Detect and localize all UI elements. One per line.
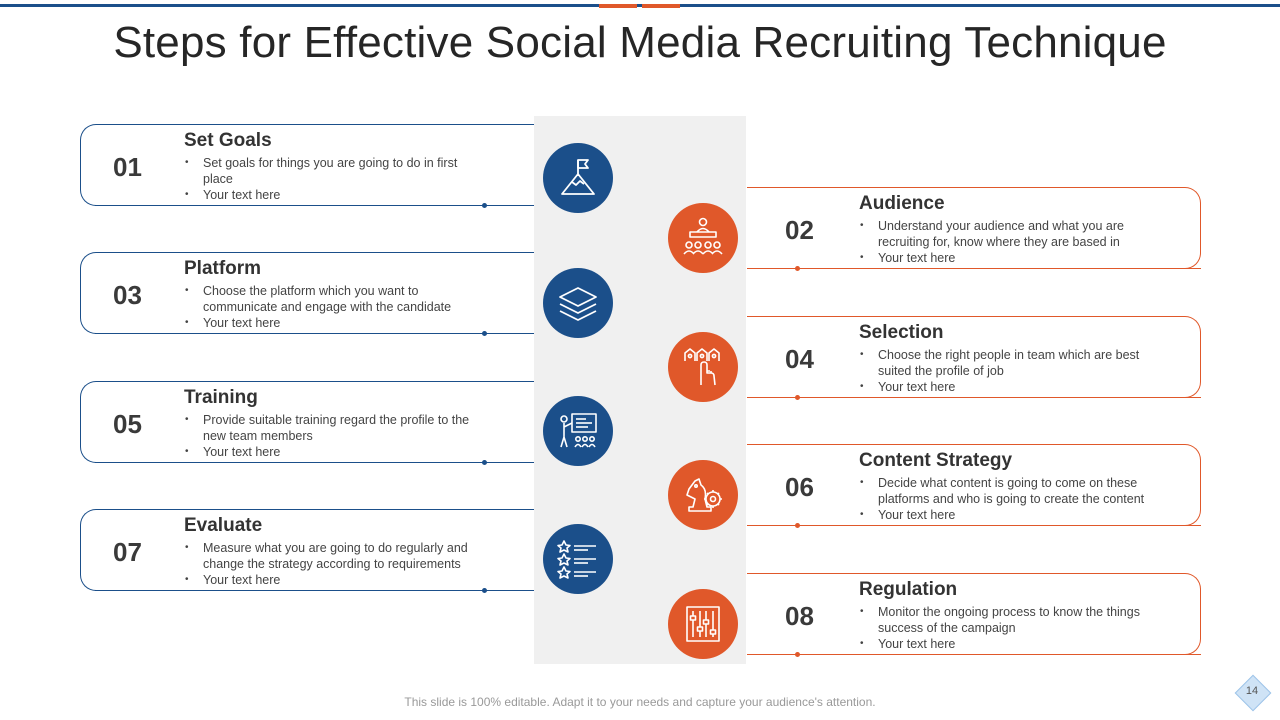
- step-bullets: Understand your audience and what you ar…: [860, 218, 1150, 266]
- step-heading: Audience: [859, 193, 945, 214]
- top-accent-left: [599, 4, 637, 8]
- step-number: 05: [113, 409, 142, 439]
- underline-dot: [795, 395, 800, 400]
- step-number: 03: [113, 280, 142, 310]
- underline: [797, 397, 1201, 398]
- step-card-08: 08 Regulation Monitor the ongoing proces…: [747, 573, 1201, 657]
- underline: [95, 590, 485, 591]
- bullet: Your text here: [860, 507, 1150, 523]
- top-rule: [0, 4, 1280, 7]
- step-card-06: 06 Content Strategy Decide what content …: [747, 444, 1201, 528]
- underline-dot: [482, 460, 487, 465]
- bullet: Your text here: [860, 636, 1150, 652]
- bullet: Your text here: [185, 444, 475, 460]
- bullet: Choose the platform which you want to co…: [185, 283, 475, 315]
- step-card-07: 07 Evaluate Measure what you are going t…: [80, 509, 534, 593]
- step-number: 07: [113, 537, 142, 567]
- page-number: 14: [1245, 685, 1259, 697]
- underline-dot: [482, 203, 487, 208]
- underline-dot: [795, 652, 800, 657]
- step-card-03: 03 Platform Choose the platform which yo…: [80, 252, 534, 336]
- star-rating-list-icon: [543, 524, 613, 594]
- bullet: Your text here: [860, 379, 1150, 395]
- bullet: Measure what you are going to do regular…: [185, 540, 475, 572]
- slide-title: Steps for Effective Social Media Recruit…: [113, 18, 1167, 67]
- bullet: Understand your audience and what you ar…: [860, 218, 1150, 250]
- page-number-badge: 14: [1234, 674, 1272, 712]
- sliders-icon: [668, 589, 738, 659]
- step-heading: Content Strategy: [859, 450, 1013, 471]
- underline-dot: [795, 523, 800, 528]
- bullet: Your text here: [185, 572, 475, 588]
- step-bullets: Monitor the ongoing process to know the …: [860, 604, 1150, 652]
- bullet: Decide what content is going to come on …: [860, 475, 1150, 507]
- bullet: Your text here: [185, 187, 475, 203]
- step-number: 01: [113, 152, 142, 182]
- presenter-audience-icon: [668, 203, 738, 273]
- step-heading: Regulation: [859, 579, 958, 600]
- layers-icon: [543, 268, 613, 338]
- step-bullets: Choose the right people in team which ar…: [860, 347, 1150, 395]
- step-bullets: Choose the platform which you want to co…: [185, 283, 475, 331]
- step-heading: Set Goals: [184, 130, 272, 151]
- step-card-04: 04 Selection Choose the right people in …: [747, 316, 1201, 400]
- underline-dot: [795, 266, 800, 271]
- bullet: Monitor the ongoing process to know the …: [860, 604, 1150, 636]
- underline: [95, 205, 485, 206]
- underline: [797, 268, 1201, 269]
- step-number: 08: [785, 601, 814, 631]
- step-bullets: Provide suitable training regard the pro…: [185, 412, 475, 460]
- chess-knight-gear-icon: [668, 460, 738, 530]
- top-accent-right: [642, 4, 680, 8]
- step-bullets: Set goals for things you are going to do…: [185, 155, 475, 203]
- step-card-02: 02 Audience Understand your audience and…: [747, 187, 1201, 271]
- bullet: Your text here: [185, 315, 475, 331]
- hand-select-people-icon: [668, 332, 738, 402]
- step-number: 04: [785, 344, 814, 374]
- step-heading: Platform: [184, 258, 262, 279]
- step-number: 06: [785, 472, 814, 502]
- step-card-05: 05 Training Provide suitable training re…: [80, 381, 534, 465]
- step-heading: Training: [184, 387, 258, 408]
- bullet: Your text here: [860, 250, 1150, 266]
- trainer-board-icon: [543, 396, 613, 466]
- mountain-flag-icon: [543, 143, 613, 213]
- step-bullets: Decide what content is going to come on …: [860, 475, 1150, 523]
- underline-dot: [482, 588, 487, 593]
- step-heading: Selection: [859, 322, 944, 343]
- underline: [95, 333, 485, 334]
- step-number: 02: [785, 215, 814, 245]
- bullet: Provide suitable training regard the pro…: [185, 412, 475, 444]
- underline: [797, 525, 1201, 526]
- footer-note: This slide is 100% editable. Adapt it to…: [404, 695, 876, 709]
- step-card-01: 01 Set Goals Set goals for things you ar…: [80, 124, 534, 208]
- underline: [797, 654, 1201, 655]
- underline: [95, 462, 485, 463]
- step-bullets: Measure what you are going to do regular…: [185, 540, 475, 588]
- bullet: Set goals for things you are going to do…: [185, 155, 475, 187]
- underline-dot: [482, 331, 487, 336]
- bullet: Choose the right people in team which ar…: [860, 347, 1150, 379]
- step-heading: Evaluate: [184, 515, 263, 536]
